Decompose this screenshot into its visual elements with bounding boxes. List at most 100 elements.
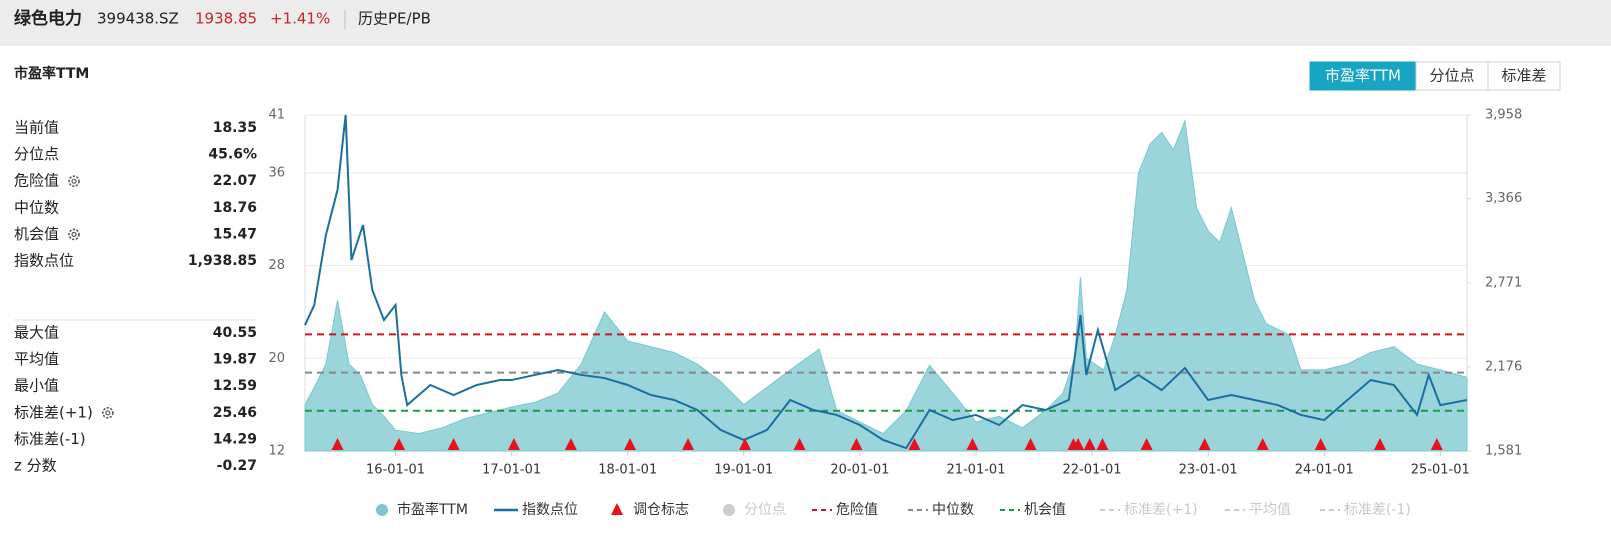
rebalance-marker <box>682 438 695 450</box>
legend-label[interactable]: 标准差(-1) <box>1344 502 1411 518</box>
stat-label: 分位点 <box>14 145 59 163</box>
stat-label: 标准差(-1) <box>14 430 86 448</box>
price: 1938.85 <box>195 10 257 28</box>
legend-label[interactable]: 危险值 <box>836 502 878 518</box>
pe-area <box>304 118 1468 452</box>
rebalance-marker <box>564 438 577 450</box>
legend-symbol <box>376 504 388 516</box>
stat-value: 18.35 <box>213 120 257 136</box>
x-tick-label: 23-01-01 <box>1179 463 1238 478</box>
legend-symbol <box>723 504 735 516</box>
rebalance-marker <box>1140 438 1153 450</box>
header-bar <box>0 0 1611 46</box>
stat-label: 最小值 <box>14 377 59 395</box>
stat-value: 19.87 <box>213 352 257 368</box>
stat-label: 危险值 <box>14 172 59 190</box>
tab-button-label: 分位点 <box>1429 67 1474 85</box>
gear-icon[interactable] <box>68 228 80 241</box>
y2-tick-label: 3,366 <box>1485 191 1522 206</box>
stat-label: 机会值 <box>14 225 59 243</box>
legend-label[interactable]: 中位数 <box>932 502 974 518</box>
stat-label: 指数点位 <box>14 252 74 270</box>
gear-icon-center <box>71 231 77 237</box>
index-name: 绿色电力 <box>14 8 82 29</box>
x-tick-label: 19-01-01 <box>714 463 773 478</box>
rebalance-marker <box>1198 438 1211 450</box>
rebalance-marker <box>393 438 406 450</box>
rebalance-marker <box>850 438 863 450</box>
rebalance-marker <box>1072 438 1085 450</box>
gear-icon[interactable] <box>68 175 80 187</box>
x-tick-label: 22-01-01 <box>1063 463 1122 478</box>
stat-value: 18.76 <box>213 200 257 216</box>
x-tick-label: 25-01-01 <box>1411 463 1470 478</box>
rebalance-marker <box>507 438 520 450</box>
tab[interactable]: 历史PE/PB <box>358 10 431 28</box>
legend-label[interactable]: 平均值 <box>1249 502 1291 518</box>
gear-icon-center <box>105 410 111 416</box>
rebalance-marker <box>331 438 344 450</box>
x-tick-label: 17-01-01 <box>482 463 541 478</box>
x-tick-label: 16-01-01 <box>366 463 425 478</box>
gear-icon[interactable] <box>102 406 114 419</box>
y-tick-label: 36 <box>268 165 285 180</box>
legend-label[interactable]: 标准差(+1) <box>1124 502 1198 518</box>
stat-value: -0.27 <box>217 458 257 474</box>
x-tick-label: 24-01-01 <box>1295 463 1354 478</box>
y2-tick-label: 1,581 <box>1485 444 1522 459</box>
legend-label[interactable]: 调仓标志 <box>633 502 689 518</box>
legend-label[interactable]: 市盈率TTM <box>397 501 468 518</box>
legend-label[interactable]: 机会值 <box>1024 502 1066 518</box>
y-tick-label: 12 <box>268 444 285 459</box>
tab-button[interactable] <box>1415 61 1489 91</box>
y2-tick-label: 2,771 <box>1485 275 1522 290</box>
panel-title: 市盈率TTM <box>14 65 89 82</box>
legend-label[interactable]: 分位点 <box>744 502 786 518</box>
stat-value: 25.46 <box>213 405 257 421</box>
rebalance-marker <box>624 438 637 450</box>
rebalance-marker <box>1430 438 1443 450</box>
tab-button-label: 标准差 <box>1501 67 1546 85</box>
y2-tick-label: 2,176 <box>1485 359 1522 374</box>
stat-value: 1,938.85 <box>188 253 257 269</box>
tab-button[interactable] <box>1309 61 1417 91</box>
rebalance-marker <box>738 438 751 450</box>
x-tick-label: 21-01-01 <box>946 463 1005 478</box>
rebalance-marker <box>1314 438 1327 450</box>
panel <box>0 46 1611 542</box>
rebalance-marker <box>793 438 806 450</box>
stat-value: 45.6% <box>208 147 257 163</box>
rebalance-marker <box>447 438 460 450</box>
index-code: 399438.SZ <box>97 10 179 28</box>
legend-label[interactable]: 指数点位 <box>522 502 578 518</box>
rebalance-marker <box>1373 438 1386 450</box>
tab-button[interactable] <box>1487 61 1561 91</box>
rebalance-marker <box>1256 438 1269 450</box>
stat-value: 12.59 <box>213 378 257 394</box>
stat-label: z 分数 <box>14 457 57 475</box>
stat-value: 15.47 <box>213 226 257 242</box>
rebalance-marker <box>1096 438 1109 450</box>
y2-tick-label: 3,958 <box>1485 108 1522 123</box>
y-tick-label: 28 <box>268 258 285 273</box>
stat-label: 中位数 <box>14 198 59 216</box>
x-tick-label: 20-01-01 <box>830 463 889 478</box>
stat-value: 40.55 <box>213 325 257 341</box>
x-tick-label: 18-01-01 <box>598 463 657 478</box>
y-tick-label: 41 <box>268 108 285 123</box>
stat-value: 22.07 <box>213 173 257 189</box>
rebalance-marker <box>966 438 979 450</box>
stat-label: 最大值 <box>14 324 59 342</box>
stat-value: 14.29 <box>213 431 257 447</box>
stat-label: 标准差(+1) <box>14 403 93 421</box>
rebalance-marker <box>1024 438 1037 450</box>
tab-button-label: 市盈率TTM <box>1325 67 1401 85</box>
change: +1.41% <box>270 10 330 28</box>
legend-symbol <box>611 503 623 515</box>
y-tick-label: 20 <box>268 351 285 366</box>
index-line <box>304 114 1468 450</box>
rebalance-marker <box>908 438 921 450</box>
gear-icon-center <box>71 178 77 184</box>
